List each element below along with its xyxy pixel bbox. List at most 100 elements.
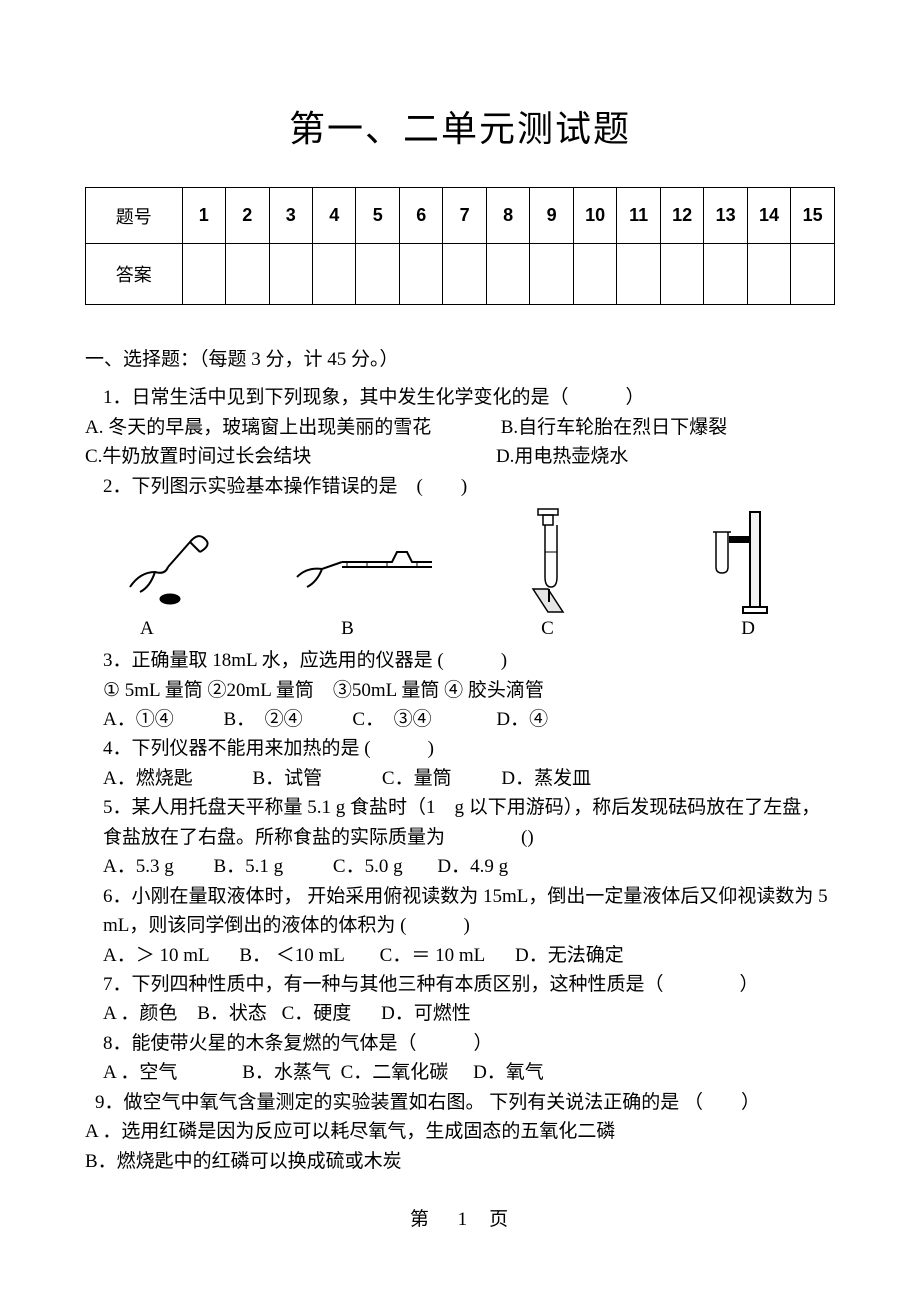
q2-opt-d: D <box>741 618 755 640</box>
q7-opt-a: A ．颜色 <box>103 1003 177 1024</box>
col-14: 14 <box>747 188 790 244</box>
q6-opt-d: D．无法确定 <box>515 945 624 966</box>
col-1: 1 <box>182 188 225 244</box>
q1-opt-b: B.自行车轮胎在烈日下爆裂 <box>501 417 727 438</box>
q2-opt-a: A <box>140 618 154 640</box>
q2-img-c <box>478 509 628 614</box>
q2-stem: 2．下列图示实验基本操作错误的是 ( ) <box>85 472 835 501</box>
q5-stem-text: 5．某人用托盘天平称量 5.1 g 食盐时（1 g 以下用游码），称后发现砝码放… <box>103 797 820 847</box>
q2-img-b <box>292 509 442 614</box>
q4-stem: 4．下列仪器不能用来加热的是 ( ) <box>85 734 835 763</box>
ans-cell <box>660 244 703 305</box>
q8-opt-c: C．二氧化碳 <box>341 1062 449 1083</box>
q3-opt-a: A．①④ <box>103 709 174 730</box>
ans-cell <box>443 244 486 305</box>
page-title: 第一、二单元测试题 <box>85 100 835 152</box>
col-8: 8 <box>486 188 529 244</box>
q1-opt-c: C.牛奶放置时间过长会结块 <box>85 446 311 467</box>
q2-opt-b: B <box>341 618 354 640</box>
col-4: 4 <box>312 188 355 244</box>
ans-cell <box>269 244 312 305</box>
q7-opts: A ．颜色 B．状态 C．硬度 D．可燃性 <box>85 999 835 1028</box>
q9-opt-b: B．燃烧匙中的红磷可以换成硫或木炭 <box>85 1147 835 1176</box>
ans-cell <box>747 244 790 305</box>
q7-opt-c: C．硬度 <box>282 1003 352 1024</box>
q4-opt-a: A．燃烧匙 <box>103 768 193 789</box>
q7-opt-d: D．可燃性 <box>381 1003 471 1024</box>
q6-stem: 6．小刚在量取液体时， 开始采用俯视读数为 15mL，倒出一定量液体后又仰视读数… <box>85 882 835 941</box>
q7-opt-b: B．状态 <box>197 1003 267 1024</box>
q2-img-a <box>105 509 255 614</box>
row-label-qnum: 题号 <box>86 188 183 244</box>
ans-cell <box>573 244 616 305</box>
q4-opt-b: B．试管 <box>252 768 322 789</box>
col-5: 5 <box>356 188 399 244</box>
q5-opt-d: D．4.9 g <box>437 856 508 877</box>
ans-cell <box>530 244 573 305</box>
col-13: 13 <box>704 188 747 244</box>
col-10: 10 <box>573 188 616 244</box>
col-12: 12 <box>660 188 703 244</box>
footer-label: 第 1 <box>410 1209 479 1230</box>
col-2: 2 <box>226 188 269 244</box>
q3-stem: 3．正确量取 18mL 水，应选用的仪器是 ( ) <box>85 646 835 675</box>
q6-opt-b: B． ＜10 mL <box>239 945 345 966</box>
ans-cell <box>791 244 835 305</box>
q8-opt-d: D．氧气 <box>473 1062 544 1083</box>
table-header-row: 题号 1 2 3 4 5 6 7 8 9 10 11 12 13 14 15 <box>86 188 835 244</box>
page-footer: 第 1 页 <box>85 1204 835 1231</box>
q2-images <box>85 501 835 614</box>
q6-stem-text: 6．小刚在量取液体时， 开始采用俯视读数为 15mL，倒出一定量液体后又仰视读数… <box>103 886 828 936</box>
q5-opt-b: B．5.1 g <box>213 856 283 877</box>
col-15: 15 <box>791 188 835 244</box>
ans-cell <box>399 244 442 305</box>
section-1-header: 一、选择题：（每题 3 分，计 45 分。） <box>85 345 835 375</box>
table-answer-row: 答案 <box>86 244 835 305</box>
col-3: 3 <box>269 188 312 244</box>
q6-opt-a: A．＞ 10 mL <box>103 945 210 966</box>
ans-cell <box>312 244 355 305</box>
ans-cell <box>356 244 399 305</box>
q5-opt-a: A．5.3 g <box>103 856 174 877</box>
q8-opts: A ．空气 B．水蒸气 C．二氧化碳 D．氧气 <box>85 1058 835 1087</box>
q3-opt-d: D．④ <box>496 709 548 730</box>
q1-opt-d: D.用电热壶烧水 <box>496 446 628 467</box>
q1-opt-a: A. 冬天的早晨，玻璃窗上出现美丽的雪花 <box>85 417 431 438</box>
q8-stem: 8．能使带火星的木条复燃的气体是（ ） <box>85 1029 835 1058</box>
q9-stem: 9．做空气中氧气含量测定的实验装置如右图。 下列有关说法正确的是 （ ） <box>85 1088 835 1117</box>
answer-table: 题号 1 2 3 4 5 6 7 8 9 10 11 12 13 14 15 答… <box>85 187 835 305</box>
q3-opt-b: B． ②④ <box>223 709 302 730</box>
ans-cell <box>617 244 660 305</box>
q6-opt-c: C．＝ 10 mL <box>380 945 486 966</box>
q1-opts-row2: C.牛奶放置时间过长会结块 D.用电热壶烧水 <box>85 442 835 471</box>
footer-page: 页 <box>489 1209 510 1230</box>
ans-cell <box>704 244 747 305</box>
q7-stem: 7．下列四种性质中，有一种与其他三种有本质区别，这种性质是（ ） <box>85 970 835 999</box>
ans-cell <box>486 244 529 305</box>
q2-letters: A B C D <box>85 618 835 640</box>
q3-opts: A．①④ B． ②④ C． ③④ D．④ <box>85 705 835 734</box>
q1-opts-row1: A. 冬天的早晨，玻璃窗上出现美丽的雪花 B.自行车轮胎在烈日下爆裂 <box>85 413 835 442</box>
col-11: 11 <box>617 188 660 244</box>
ans-cell <box>182 244 225 305</box>
q9-opt-a: A ．选用红磷是因为反应可以耗尽氧气，生成固态的五氧化二磷 <box>85 1117 835 1146</box>
q3-opt-c: C． ③④ <box>352 709 431 730</box>
q6-opts: A．＞ 10 mL B． ＜10 mL C．＝ 10 mL D．无法确定 <box>85 941 835 970</box>
q5-stem: 5．某人用托盘天平称量 5.1 g 食盐时（1 g 以下用游码），称后发现砝码放… <box>85 793 835 852</box>
q4-opts: A．燃烧匙 B．试管 C．量筒 D．蒸发皿 <box>85 764 835 793</box>
q4-opt-c: C．量筒 <box>382 768 452 789</box>
ans-cell <box>226 244 269 305</box>
col-6: 6 <box>399 188 442 244</box>
col-7: 7 <box>443 188 486 244</box>
q5-opt-c: C．5.0 g <box>333 856 403 877</box>
q2-opt-c: C <box>541 618 554 640</box>
row-label-answer: 答案 <box>86 244 183 305</box>
q4-opt-d: D．蒸发皿 <box>501 768 591 789</box>
q8-opt-b: B．水蒸气 <box>242 1062 331 1083</box>
col-9: 9 <box>530 188 573 244</box>
q1-stem: 1．日常生活中见到下列现象，其中发生化学变化的是（ ） <box>85 383 835 412</box>
q5-opts: A．5.3 g B．5.1 g C．5.0 g D．4.9 g <box>85 852 835 881</box>
q8-opt-a: A ．空气 <box>103 1062 177 1083</box>
q2-img-d <box>665 509 815 614</box>
q3-sub: ① 5mL 量筒 ②20mL 量筒 ③50mL 量筒 ④ 胶头滴管 <box>85 676 835 705</box>
